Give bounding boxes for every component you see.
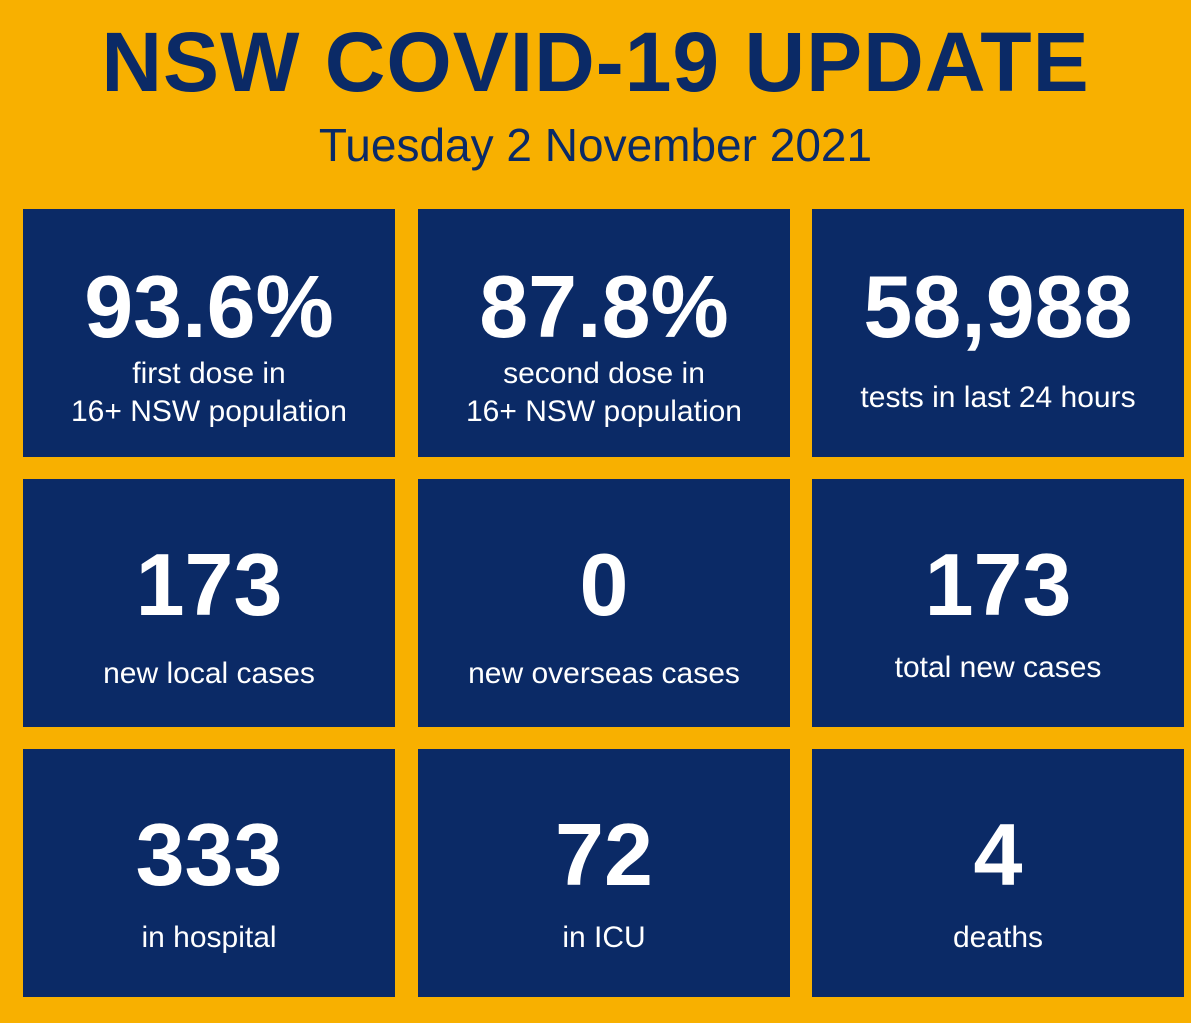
stat-card-first-dose: 93.6% first dose in 16+ NSW population [23,209,395,457]
stat-value: 72 [555,805,653,904]
stat-label: total new cases [894,651,1102,684]
stat-label: tests in last 24 hours [860,381,1136,414]
stat-card-second-dose: 87.8% second dose in 16+ NSW population [418,209,790,457]
stat-card-icu: 72 in ICU [418,749,790,997]
stat-label: deaths [952,921,1044,954]
update-date: Tuesday 2 November 2021 [318,119,873,171]
stat-label: new overseas cases [468,657,740,690]
stat-label: in hospital [141,921,277,954]
stat-card-hospital: 333 in hospital [23,749,395,997]
stat-label: first dose in 16+ NSW population [70,357,347,428]
stat-value: 87.8% [479,257,729,356]
page-title: NSW COVID-19 UPDATE [101,15,1090,109]
stat-card-local-cases: 173 new local cases [23,479,395,727]
stat-value: 333 [135,805,283,904]
stat-card-total-cases: 173 total new cases [812,479,1184,727]
stat-label: new local cases [103,657,315,690]
stat-value: 173 [924,535,1072,634]
stat-value: 173 [135,535,283,634]
stat-label: in ICU [562,921,646,954]
stat-value: 0 [579,535,629,634]
stat-card-deaths: 4 deaths [812,749,1184,997]
stat-label: second dose in 16+ NSW population [465,357,742,428]
stat-value: 4 [973,805,1023,904]
stat-card-overseas-cases: 0 new overseas cases [418,479,790,727]
stat-card-tests: 58,988 tests in last 24 hours [812,209,1184,457]
stat-value: 58,988 [863,257,1133,356]
stat-value: 93.6% [84,257,334,356]
